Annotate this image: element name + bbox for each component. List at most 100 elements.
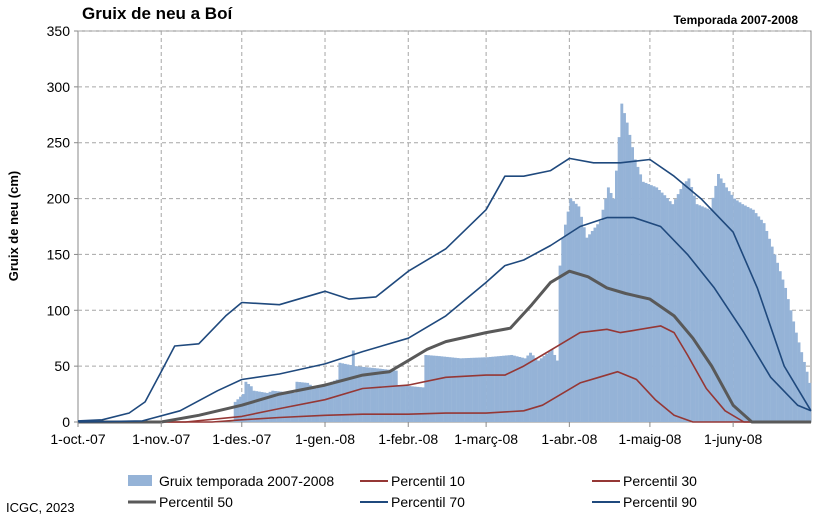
- y-tick-label: 150: [47, 246, 71, 262]
- snow-depth-bar: [647, 184, 651, 422]
- snow-depth-bar: [244, 381, 248, 422]
- snow-depth-bar: [770, 246, 774, 422]
- snow-depth-bar: [623, 113, 626, 423]
- snow-depth-bar: [456, 358, 460, 422]
- snow-depth-bar: [445, 356, 449, 422]
- snow-depth-bar: [566, 211, 570, 422]
- snow-depth-bar: [529, 352, 532, 422]
- snow-depth-bar: [717, 173, 720, 422]
- snow-depth-bar: [510, 354, 514, 422]
- snow-depth-bar: [641, 181, 645, 422]
- x-tick-label: 1-febr.-08: [378, 431, 438, 447]
- snow-depth-bar: [674, 199, 677, 422]
- snow-depth-bar: [386, 369, 390, 422]
- snow-depth-bar: [252, 390, 256, 422]
- snow-depth-bar: [333, 380, 336, 422]
- snow-depth-bar: [322, 385, 326, 422]
- snow-depth-bar: [735, 200, 739, 422]
- snow-depth-bar: [768, 238, 771, 422]
- snow-depth-bar: [408, 386, 412, 422]
- snow-depth-bar: [561, 237, 565, 422]
- snow-depth-bar: [300, 382, 304, 422]
- snow-depth-bar: [421, 387, 425, 422]
- snow-depth-bar: [453, 357, 457, 422]
- snow-depth-bar: [413, 386, 417, 422]
- snow-depth-bar: [354, 366, 358, 422]
- line-percentil-70: [77, 216, 812, 423]
- snow-depth-bar: [574, 203, 578, 422]
- snow-depth-bar: [614, 170, 618, 422]
- snow-depth-bar: [437, 356, 441, 422]
- snow-depth-bar: [649, 185, 653, 422]
- snow-depth-bar: [475, 357, 479, 422]
- snow-depth-bar: [429, 355, 433, 422]
- snow-depth-bar: [676, 194, 680, 422]
- snow-depth-bar: [808, 382, 812, 422]
- snow-depth-bar: [325, 384, 328, 422]
- snow-depth-bar: [502, 355, 506, 422]
- snow-depth-bar: [743, 205, 747, 422]
- snow-depth-bar: [612, 198, 616, 422]
- snow-depth-bar: [384, 369, 387, 422]
- snow-depth-bar: [308, 384, 312, 422]
- snow-depth-bar: [233, 401, 237, 422]
- snow-depth-bar: [762, 223, 766, 422]
- snow-depth-bar: [625, 122, 629, 422]
- snow-depth-bar: [776, 262, 779, 422]
- snow-depth-bar: [400, 385, 404, 422]
- x-tick-label: 1-nov.-07: [132, 431, 190, 447]
- snow-depth-bar: [249, 386, 253, 422]
- snow-depth-bar: [792, 321, 796, 422]
- y-tick-label: 250: [47, 135, 71, 151]
- snow-depth-bar: [257, 391, 261, 422]
- snow-depth-bar: [682, 184, 686, 422]
- snow-depth-bar: [542, 356, 546, 422]
- snow-depth-bar: [494, 356, 498, 422]
- snow-depth-bar: [349, 365, 353, 422]
- snow-depth-bar: [628, 134, 632, 422]
- y-tick-label: 50: [54, 358, 70, 374]
- snow-depth-bar: [319, 386, 323, 422]
- snow-depth-bar: [706, 208, 710, 422]
- y-tick-label: 300: [47, 79, 71, 95]
- snow-depth-bar: [265, 392, 269, 422]
- line-percentil-30: [78, 325, 811, 423]
- snow-depth-bar: [797, 342, 801, 422]
- snow-depth-bar: [521, 357, 524, 422]
- snow-depth-bar: [585, 237, 589, 422]
- snow-depth-bar: [295, 381, 299, 422]
- snow-depth-bar: [491, 356, 495, 422]
- snow-depth-bar: [741, 204, 745, 422]
- snow-depth-bar: [370, 367, 374, 422]
- snow-depth-bar: [483, 357, 487, 422]
- snow-depth-bar: [692, 195, 696, 422]
- snow-depth-bar: [507, 355, 511, 422]
- snow-depth-bar: [499, 355, 503, 422]
- snow-depth-bar: [738, 202, 742, 422]
- snow-depth-bar: [759, 219, 763, 422]
- snow-depth-bar: [679, 189, 683, 422]
- legend: Gruix temporada 2007-2008 Percentil 10 Per…: [128, 473, 697, 510]
- snow-depth-bar: [550, 349, 554, 422]
- snow-depth-bar: [330, 381, 334, 422]
- y-tick-label: 200: [47, 191, 71, 207]
- legend-label: Gruix temporada 2007-2008: [159, 473, 334, 489]
- snow-depth-bar: [582, 227, 586, 422]
- snow-depth-bar: [292, 392, 296, 422]
- snow-depth-bar: [749, 208, 753, 422]
- snow-depth-bar: [416, 386, 420, 422]
- snow-depth-bar: [698, 205, 702, 422]
- snow-depth-bar: [800, 352, 804, 422]
- snow-depth-bar: [478, 357, 481, 422]
- snow-depth-bar: [526, 355, 530, 422]
- snow-depth-bar: [531, 355, 535, 422]
- snow-depth-bar: [357, 366, 361, 422]
- snow-depth-bar: [644, 182, 648, 422]
- snow-depth-bar: [373, 368, 377, 422]
- snow-depth-bar: [596, 224, 600, 422]
- snow-depth-bar: [730, 194, 734, 422]
- snow-depth-bar: [606, 187, 610, 422]
- snow-depth-bar: [631, 147, 634, 422]
- snow-depth-bar: [711, 197, 715, 422]
